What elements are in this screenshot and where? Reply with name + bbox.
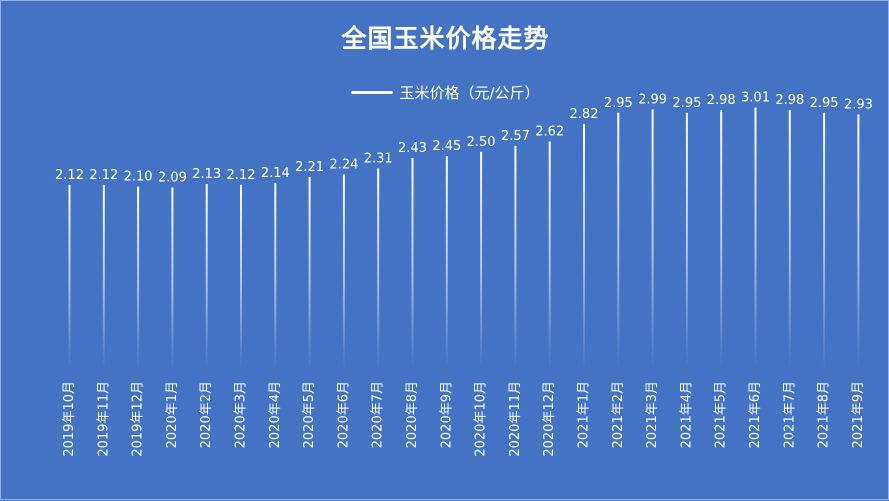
value-label-24: 2.93 xyxy=(844,98,873,113)
bar-22 xyxy=(788,110,791,370)
bar-6 xyxy=(240,184,242,369)
bar-11 xyxy=(411,157,414,369)
x-tick-label-13: 2020年10月 xyxy=(474,381,489,457)
x-tick-label-17: 2021年2月 xyxy=(611,381,626,448)
x-tick-label-23: 2021年8月 xyxy=(817,381,832,448)
value-label-11: 2.43 xyxy=(398,141,427,156)
x-tick-label-16: 2021年1月 xyxy=(577,381,592,448)
value-label-3: 2.10 xyxy=(124,170,153,185)
value-label-21: 3.01 xyxy=(741,91,770,106)
bar-16 xyxy=(583,124,585,369)
x-tick-label-8: 2020年5月 xyxy=(302,381,317,448)
bar-24 xyxy=(857,114,860,369)
value-labels-group: 2.12 2.12 2.10 2.09 2.13 2.12 2.14 2.21 2.24 2.31… xyxy=(55,91,873,186)
legend-label: 玉米价格（元/公斤） xyxy=(399,83,540,102)
bar-18 xyxy=(651,109,654,370)
bar-19 xyxy=(685,112,688,370)
value-label-12: 2.45 xyxy=(432,139,461,154)
x-tick-label-5: 2020年2月 xyxy=(199,381,214,448)
bar-17 xyxy=(617,112,620,370)
value-label-7: 2.14 xyxy=(261,166,290,181)
value-label-10: 2.31 xyxy=(364,151,393,166)
value-label-14: 2.57 xyxy=(501,129,530,144)
value-label-23: 2.95 xyxy=(810,96,839,111)
value-label-22: 2.98 xyxy=(775,93,804,108)
x-tick-label-7: 2020年4月 xyxy=(268,381,283,448)
value-label-6: 2.12 xyxy=(227,168,256,183)
x-tick-label-11: 2020年8月 xyxy=(405,381,420,448)
value-label-18: 2.99 xyxy=(638,92,667,107)
x-tick-label-6: 2020年3月 xyxy=(234,381,249,448)
bars-group xyxy=(68,107,860,370)
x-tick-label-20: 2021年5月 xyxy=(714,381,729,448)
legend-swatch xyxy=(351,90,394,94)
value-label-4: 2.09 xyxy=(158,170,187,185)
x-tick-label-19: 2021年4月 xyxy=(679,381,694,448)
x-tick-label-21: 2021年6月 xyxy=(748,381,763,448)
value-label-17: 2.95 xyxy=(604,96,633,111)
x-tick-label-12: 2020年9月 xyxy=(439,381,454,448)
value-label-16: 2.82 xyxy=(570,107,599,122)
bar-13 xyxy=(480,151,483,369)
value-label-15: 2.62 xyxy=(535,124,564,139)
value-label-9: 2.24 xyxy=(329,157,358,172)
x-tick-label-4: 2020年1月 xyxy=(165,381,180,448)
bar-8 xyxy=(308,177,311,369)
value-label-8: 2.21 xyxy=(295,160,324,175)
bar-2 xyxy=(102,184,105,369)
value-label-1: 2.12 xyxy=(55,168,84,183)
bar-23 xyxy=(823,112,826,370)
bar-20 xyxy=(720,110,723,370)
x-tick-label-14: 2020年11月 xyxy=(508,381,523,457)
x-tick-label-9: 2020年6月 xyxy=(336,381,351,448)
x-tick-label-3: 2019年12月 xyxy=(131,381,146,457)
bar-10 xyxy=(377,168,380,369)
value-label-2: 2.12 xyxy=(89,168,118,183)
bar-1 xyxy=(68,184,71,369)
value-label-5: 2.13 xyxy=(192,167,221,182)
x-tick-label-22: 2021年7月 xyxy=(782,381,797,448)
x-tick-label-24: 2021年9月 xyxy=(851,381,866,448)
value-label-20: 2.98 xyxy=(707,93,736,108)
bar-12 xyxy=(445,156,448,369)
value-label-13: 2.50 xyxy=(467,135,496,150)
x-tick-label-10: 2020年7月 xyxy=(371,381,386,448)
bar-14 xyxy=(514,145,517,369)
bar-3 xyxy=(137,186,140,369)
bar-5 xyxy=(205,183,208,369)
chart-title: 全国玉米价格走势 xyxy=(341,24,550,53)
legend: 玉米价格（元/公斤） xyxy=(1,81,889,103)
tick-labels-group: 2019年10月 2019年11月 2019年12月 2020年1月 2020年2月 20… xyxy=(62,381,866,457)
bar-21 xyxy=(754,107,757,369)
bar-15 xyxy=(548,141,551,369)
bar-4 xyxy=(171,187,174,369)
x-tick-label-18: 2021年3月 xyxy=(645,381,660,448)
bar-9 xyxy=(342,174,345,369)
x-tick-label-2: 2019年11月 xyxy=(96,381,111,457)
x-tick-label-15: 2020年12月 xyxy=(542,381,557,457)
bar-7 xyxy=(274,183,277,369)
x-tick-label-1: 2019年10月 xyxy=(62,381,77,457)
value-label-19: 2.95 xyxy=(672,96,701,111)
